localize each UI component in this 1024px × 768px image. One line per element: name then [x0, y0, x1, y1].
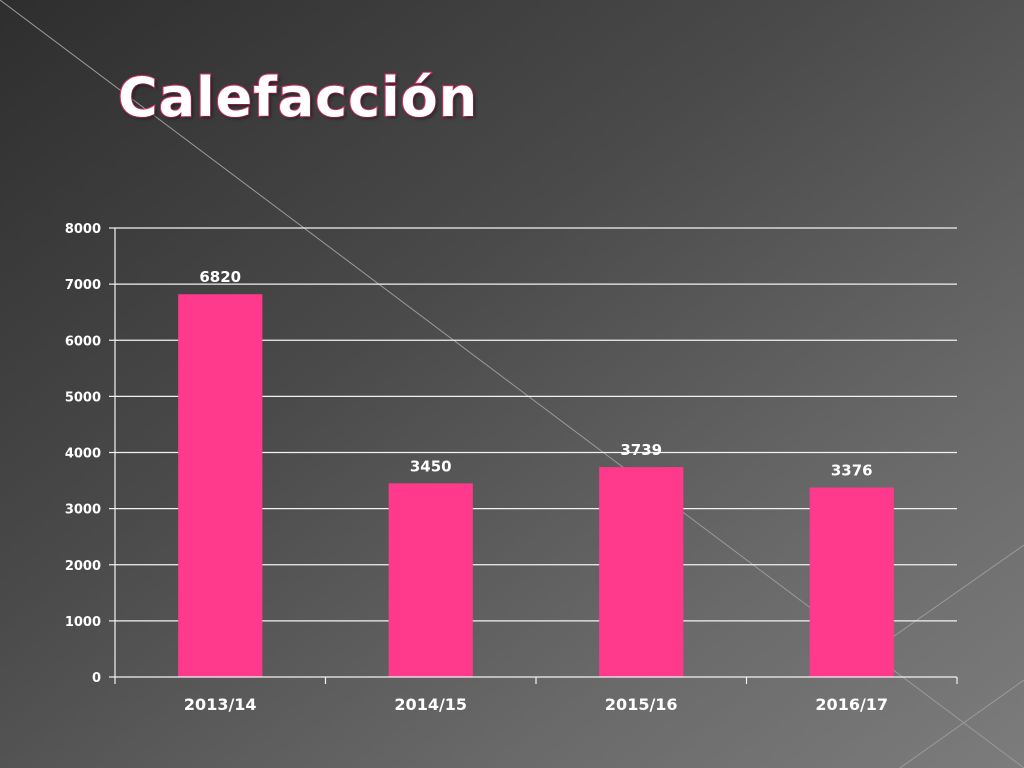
data-label: 6820	[199, 268, 241, 286]
x-category-label: 2015/16	[605, 695, 678, 714]
decor-corner-line-2	[899, 679, 1024, 768]
y-tick-label: 6000	[65, 334, 101, 349]
bar	[388, 483, 473, 677]
y-tick-label: 8000	[65, 222, 101, 237]
x-axis	[114, 228, 958, 684]
y-tick-label: 0	[92, 671, 101, 686]
y-tick-label: 4000	[65, 447, 101, 462]
y-tick-label: 5000	[65, 390, 101, 405]
y-tick-label: 2000	[65, 559, 101, 574]
x-category-label: 2013/14	[184, 695, 257, 714]
slide-title: Calefacción	[117, 65, 479, 130]
y-axis-tick-labels: 0 1000 2000 3000 4000 5000 6000 7000 8000	[65, 222, 101, 686]
y-tick-label: 7000	[65, 278, 101, 293]
data-label: 3450	[410, 457, 452, 475]
data-label: 3376	[831, 462, 873, 480]
bar	[178, 294, 263, 677]
bars	[178, 294, 894, 677]
x-axis-category-labels: 2013/14 2014/15 2015/16 2016/17	[184, 695, 888, 714]
y-tick-label: 1000	[65, 615, 101, 630]
bar	[599, 467, 684, 677]
bar	[809, 487, 894, 677]
x-category-label: 2014/15	[394, 695, 467, 714]
x-category-label: 2016/17	[815, 695, 888, 714]
y-tick-label: 3000	[65, 503, 101, 518]
data-label: 3739	[620, 441, 662, 459]
data-labels: 6820 3450 3739 3376	[199, 268, 872, 479]
